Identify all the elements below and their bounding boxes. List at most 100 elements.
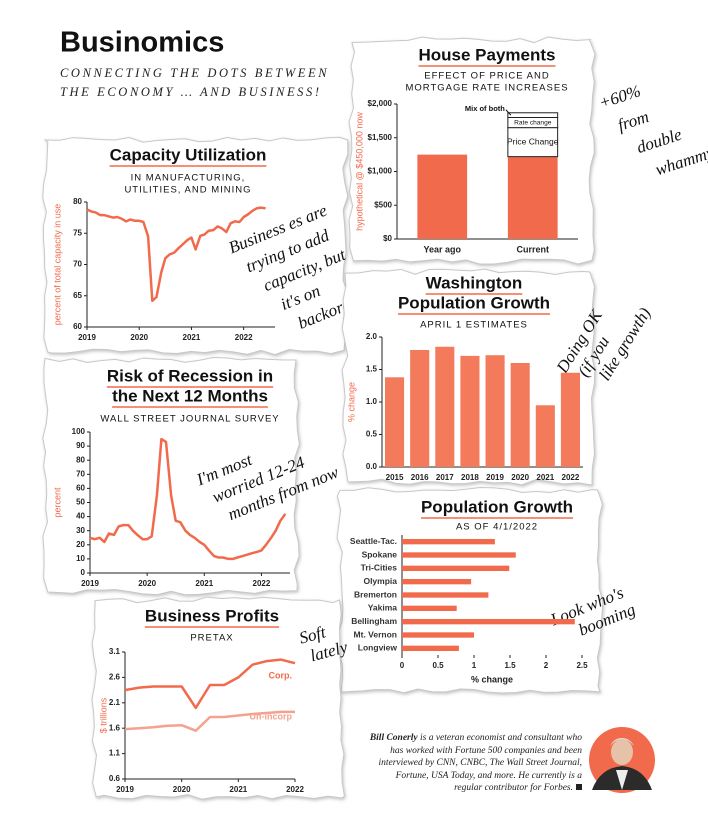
category-label: Longview xyxy=(358,643,398,653)
y-tick-label: 80 xyxy=(73,197,82,206)
bar xyxy=(385,377,405,467)
category-label: Bremerton xyxy=(354,589,397,599)
chart-title: Risk of Recession in xyxy=(107,366,273,385)
chart-subtitle: IN MANUFACTURING, xyxy=(131,173,246,184)
chart-title: the Next 12 Months xyxy=(112,386,268,405)
x-tick-label: 2.5 xyxy=(576,661,588,670)
annotation-line: double xyxy=(634,125,684,158)
y-tick-label: 1.1 xyxy=(109,749,121,758)
chart-title: Population Growth xyxy=(398,293,550,312)
segment-label: Mix of both xyxy=(465,104,505,113)
y-tick-label: 40 xyxy=(76,512,85,521)
category-label: Bellingham xyxy=(351,616,397,626)
x-tick-label: 0.5 xyxy=(432,661,444,670)
x-tick-label: 2019 xyxy=(486,473,504,482)
line-series xyxy=(124,710,295,732)
y-tick-label: $1,000 xyxy=(368,167,393,176)
bar xyxy=(402,565,510,571)
bar-segment xyxy=(507,127,559,158)
x-tick-label: 2021 xyxy=(183,333,201,342)
y-tick-label: 0.5 xyxy=(366,430,378,439)
x-tick-label: 2022 xyxy=(286,785,304,794)
y-tick-label: 0 xyxy=(81,568,86,577)
x-tick-label: 2019 xyxy=(81,579,99,588)
x-tick-label: 2022 xyxy=(235,333,253,342)
page-subtitle: CONNECTING THE DOTS BETWEEN xyxy=(60,66,329,80)
x-tick-label: 2018 xyxy=(461,473,479,482)
x-tick-label: 2 xyxy=(544,661,549,670)
bar xyxy=(535,405,555,467)
segment-label: Price Change xyxy=(507,136,559,146)
y-tick-label: 60 xyxy=(76,484,85,493)
author-name: Bill Conerly xyxy=(369,733,418,743)
bar xyxy=(402,592,489,598)
x-tick-label: 1 xyxy=(472,661,477,670)
line-series xyxy=(124,658,296,710)
y-tick-label: 50 xyxy=(76,498,85,507)
chart-title: Capacity Utilization xyxy=(110,145,267,164)
segment-label: Rate change xyxy=(514,119,552,126)
category-label: Olympia xyxy=(363,576,397,586)
x-tick-label: 2021 xyxy=(536,473,554,482)
series-label: Corp. xyxy=(269,670,293,680)
bar-segment xyxy=(507,156,558,239)
bar xyxy=(402,645,459,651)
y-tick-label: 1.6 xyxy=(109,723,121,732)
bar xyxy=(410,350,430,467)
chart-title: House Payments xyxy=(419,45,556,64)
category-label: Spokane xyxy=(362,549,398,559)
y-tick-label: 10 xyxy=(76,554,85,563)
page-title: Businomics xyxy=(60,27,224,59)
x-axis-label: % change xyxy=(471,674,513,684)
chart-subtitle: UTILITIES, AND MINING xyxy=(124,185,251,196)
chart-subtitle: AS OF 4/1/2022 xyxy=(456,522,538,533)
x-tick-label: 2022 xyxy=(562,473,580,482)
x-tick-label: 2020 xyxy=(138,579,156,588)
chart-title: Population Growth xyxy=(421,497,573,516)
x-tick-label: 2021 xyxy=(195,579,213,588)
panel xyxy=(91,596,345,800)
y-axis-label: % change xyxy=(346,382,356,422)
y-tick-label: 70 xyxy=(73,260,82,269)
y-tick-label: 100 xyxy=(72,427,86,436)
chart-subtitle: MORTGAGE RATE INCREASES xyxy=(405,83,568,94)
end-mark xyxy=(576,784,582,790)
y-tick-label: $500 xyxy=(374,200,392,209)
x-tick-label: Current xyxy=(516,244,549,254)
bar xyxy=(402,552,516,558)
bar xyxy=(402,579,472,585)
y-tick-label: 2.1 xyxy=(109,698,121,707)
y-tick-label: $0 xyxy=(383,234,392,243)
y-axis-label: hypothetical @ $450,000 now xyxy=(354,112,364,231)
bar xyxy=(435,346,455,467)
bar-segment xyxy=(507,112,559,119)
y-tick-label: $1,500 xyxy=(368,133,393,142)
series-label: Un-incorp xyxy=(250,711,293,721)
chart-title: Business Profits xyxy=(145,606,279,625)
y-tick-label: 2.0 xyxy=(366,332,378,341)
chart-title: Washington xyxy=(426,273,523,292)
author-bio: Bill Conerly is a veteran economist and … xyxy=(368,732,582,795)
y-tick-label: 65 xyxy=(73,291,82,300)
y-axis-label: $ trillions xyxy=(98,697,108,733)
bar xyxy=(402,632,474,638)
y-tick-label: 80 xyxy=(76,455,85,464)
leader-line xyxy=(505,109,512,116)
bar xyxy=(460,355,480,467)
category-label: Yakima xyxy=(368,603,398,613)
y-tick-label: 30 xyxy=(76,526,85,535)
bar xyxy=(402,539,495,545)
page-subtitle: THE ECONOMY … AND BUSINESS! xyxy=(60,85,322,99)
x-tick-label: 2022 xyxy=(253,579,271,588)
chart-subtitle: APRIL 1 ESTIMATES xyxy=(420,320,528,331)
annotation-line: from xyxy=(615,107,651,135)
x-tick-label: 2021 xyxy=(229,785,247,794)
y-tick-label: 60 xyxy=(73,322,82,331)
chart-subtitle: PRETAX xyxy=(190,633,233,644)
x-tick-label: 2020 xyxy=(173,785,191,794)
y-tick-label: 75 xyxy=(73,228,82,237)
y-tick-label: 70 xyxy=(76,469,85,478)
